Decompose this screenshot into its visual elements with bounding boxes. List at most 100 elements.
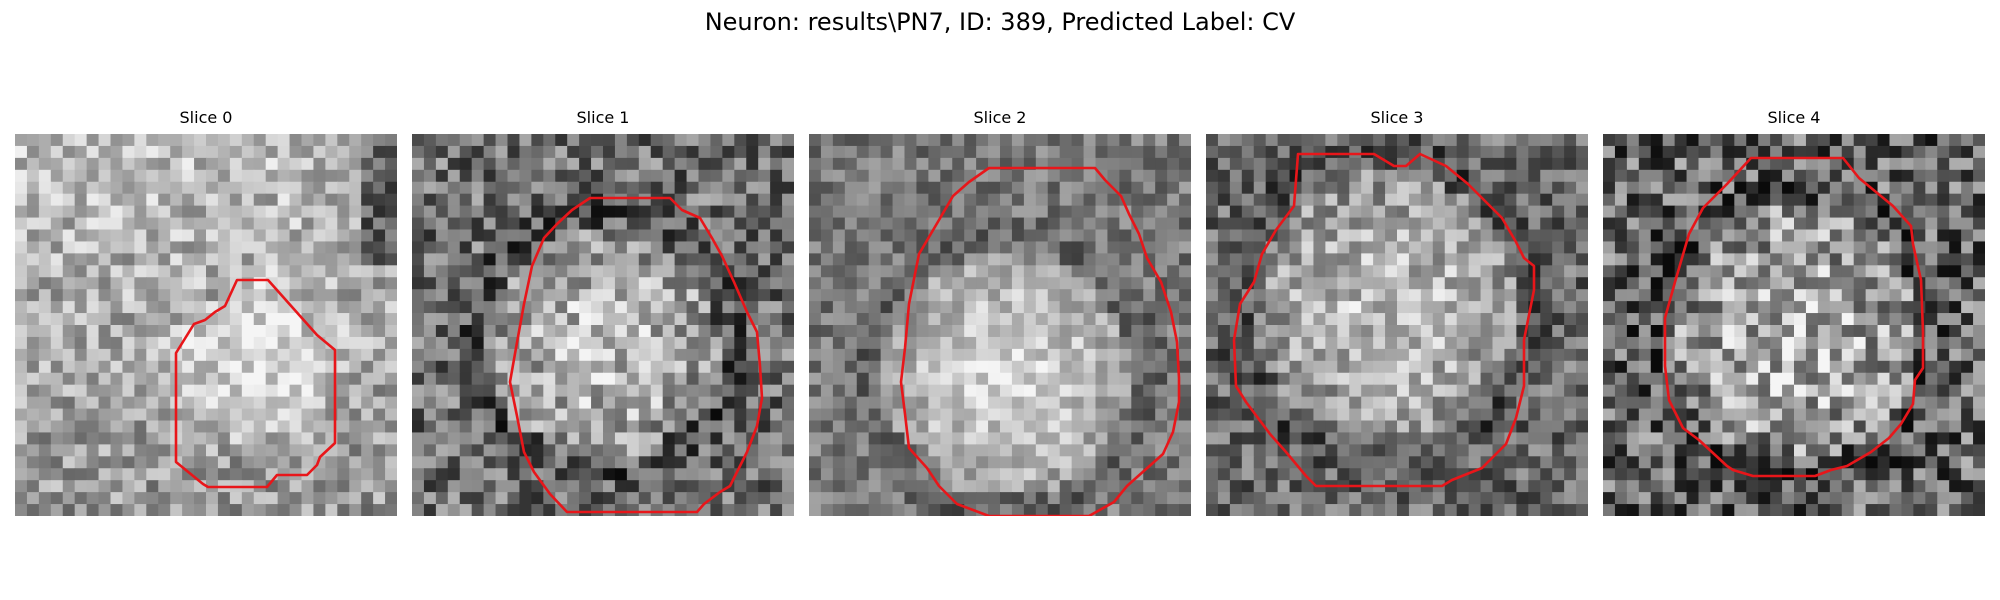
- pixel: [158, 169, 171, 183]
- pixel: [1011, 289, 1025, 302]
- pixel: [770, 289, 783, 302]
- pixel: [301, 336, 315, 350]
- pixel: [856, 169, 870, 183]
- pixel: [447, 217, 461, 231]
- slice-image-0: [15, 134, 397, 516]
- pixel: [638, 277, 652, 290]
- pixel: [1901, 384, 1914, 398]
- pixel: [976, 336, 989, 350]
- pixel: [844, 372, 858, 386]
- pixel: [904, 384, 918, 398]
- pixel: [1313, 408, 1326, 422]
- grayscale-slice-pixels-1: [412, 134, 794, 516]
- pixel: [746, 169, 759, 183]
- pixel: [158, 145, 171, 159]
- pixel: [976, 420, 989, 434]
- pixel: [698, 408, 712, 422]
- pixel: [1361, 336, 1374, 350]
- pixel: [603, 157, 616, 171]
- pixel: [1638, 456, 1652, 469]
- pixel: [710, 432, 723, 445]
- pixel: [1456, 313, 1470, 326]
- pixel: [638, 372, 652, 386]
- pixel: [1865, 336, 1879, 350]
- pixel: [1603, 289, 1616, 302]
- pixel: [964, 325, 977, 338]
- pixel: [1035, 181, 1049, 195]
- pixel: [662, 360, 676, 374]
- pixel: [194, 444, 207, 457]
- pixel: [1686, 408, 1700, 422]
- pixel: [1241, 229, 1255, 243]
- pixel: [1119, 408, 1132, 422]
- pixel: [1241, 372, 1255, 386]
- pixel: [782, 301, 794, 314]
- pixel: [1480, 480, 1494, 493]
- pixel: [1626, 396, 1640, 410]
- pixel: [1095, 456, 1109, 469]
- pixel: [686, 504, 700, 516]
- pixel: [928, 420, 941, 434]
- pixel: [1650, 408, 1664, 422]
- pixel: [1937, 325, 1950, 338]
- pixel: [110, 241, 124, 254]
- pixel: [1901, 301, 1914, 314]
- pixel: [1492, 480, 1506, 493]
- pixel: [1746, 134, 1759, 147]
- pixel: [940, 157, 953, 171]
- pixel: [447, 301, 461, 314]
- pixel: [337, 289, 350, 302]
- pixel: [361, 253, 374, 266]
- pixel: [507, 492, 521, 505]
- pixel: [519, 348, 532, 362]
- pixel: [373, 432, 386, 445]
- pixel: [253, 468, 267, 481]
- pixel: [1782, 360, 1795, 374]
- pixel: [579, 504, 592, 516]
- pixel: [1179, 205, 1191, 219]
- pixel: [1217, 301, 1231, 314]
- pixel: [1865, 396, 1879, 410]
- pixel: [1265, 253, 1279, 266]
- pixel: [182, 289, 195, 302]
- pixel: [301, 480, 315, 493]
- pixel: [1035, 217, 1049, 231]
- pixel: [337, 492, 350, 505]
- pixel: [229, 468, 243, 481]
- pixel: [928, 360, 941, 374]
- pixel: [122, 348, 135, 362]
- pixel: [98, 384, 112, 398]
- pixel: [1913, 241, 1926, 254]
- pixel: [531, 372, 544, 386]
- pixel: [1734, 253, 1747, 266]
- pixel: [1817, 157, 1831, 171]
- pixel: [15, 289, 28, 302]
- pixel: [1011, 313, 1025, 326]
- pixel: [1361, 396, 1374, 410]
- pixel: [1143, 277, 1156, 290]
- pixel: [1638, 444, 1652, 457]
- pixel: [1973, 253, 1985, 266]
- pixel: [916, 492, 929, 505]
- pixel: [325, 336, 338, 350]
- pixel: [1829, 217, 1843, 231]
- pixel: [1301, 360, 1315, 374]
- pixel: [1167, 289, 1180, 302]
- pixel: [1638, 277, 1652, 290]
- pixel: [1432, 181, 1446, 195]
- pixel: [1686, 265, 1700, 278]
- pixel: [904, 504, 918, 516]
- pixel: [1179, 134, 1191, 147]
- pixel: [1131, 384, 1144, 398]
- pixel: [1961, 325, 1974, 338]
- pixel: [38, 313, 52, 326]
- pixel: [1492, 289, 1506, 302]
- pixel: [782, 396, 794, 410]
- pixel: [1480, 313, 1494, 326]
- pixel: [1805, 241, 1819, 254]
- pixel: [1155, 372, 1168, 386]
- pixel: [1289, 253, 1303, 266]
- pixel: [447, 336, 461, 350]
- pixel: [1674, 145, 1688, 159]
- pixel: [746, 217, 759, 231]
